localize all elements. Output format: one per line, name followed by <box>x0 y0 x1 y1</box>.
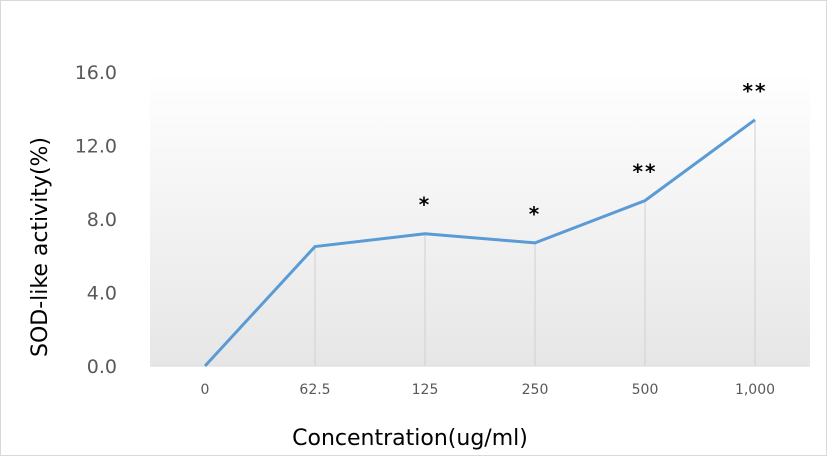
x-tick-label: 500 <box>632 382 659 398</box>
significance-marker: * <box>529 202 541 226</box>
y-tick-label: 0.0 <box>87 356 117 378</box>
x-tick-label: 125 <box>412 382 439 398</box>
y-tick-label: 4.0 <box>87 283 117 305</box>
y-tick-label: 16.0 <box>75 62 117 84</box>
y-tick-label: 12.0 <box>75 136 117 158</box>
drop-lines <box>314 119 756 366</box>
y-tick-label: 8.0 <box>87 209 117 231</box>
x-axis-ticks: 0 62.5 125 250 500 1,000 <box>201 382 776 398</box>
significance-marker: ** <box>743 79 768 103</box>
x-tick-label: 1,000 <box>735 382 775 398</box>
significance-marker: * <box>419 193 431 217</box>
series-line <box>203 118 756 368</box>
x-tick-label: 250 <box>522 382 549 398</box>
y-axis-label: SOD-like activity(%) <box>28 137 53 357</box>
y-axis-ticks: 0.0 4.0 8.0 12.0 16.0 <box>75 62 117 378</box>
significance-markers: * ***** <box>419 79 768 226</box>
x-tick-label: 62.5 <box>299 382 330 398</box>
plot-area <box>150 72 810 366</box>
significance-marker: ** <box>633 160 658 184</box>
x-tick-label: 0 <box>201 382 210 398</box>
x-axis-label: Concentration(ug/ml) <box>292 426 528 451</box>
